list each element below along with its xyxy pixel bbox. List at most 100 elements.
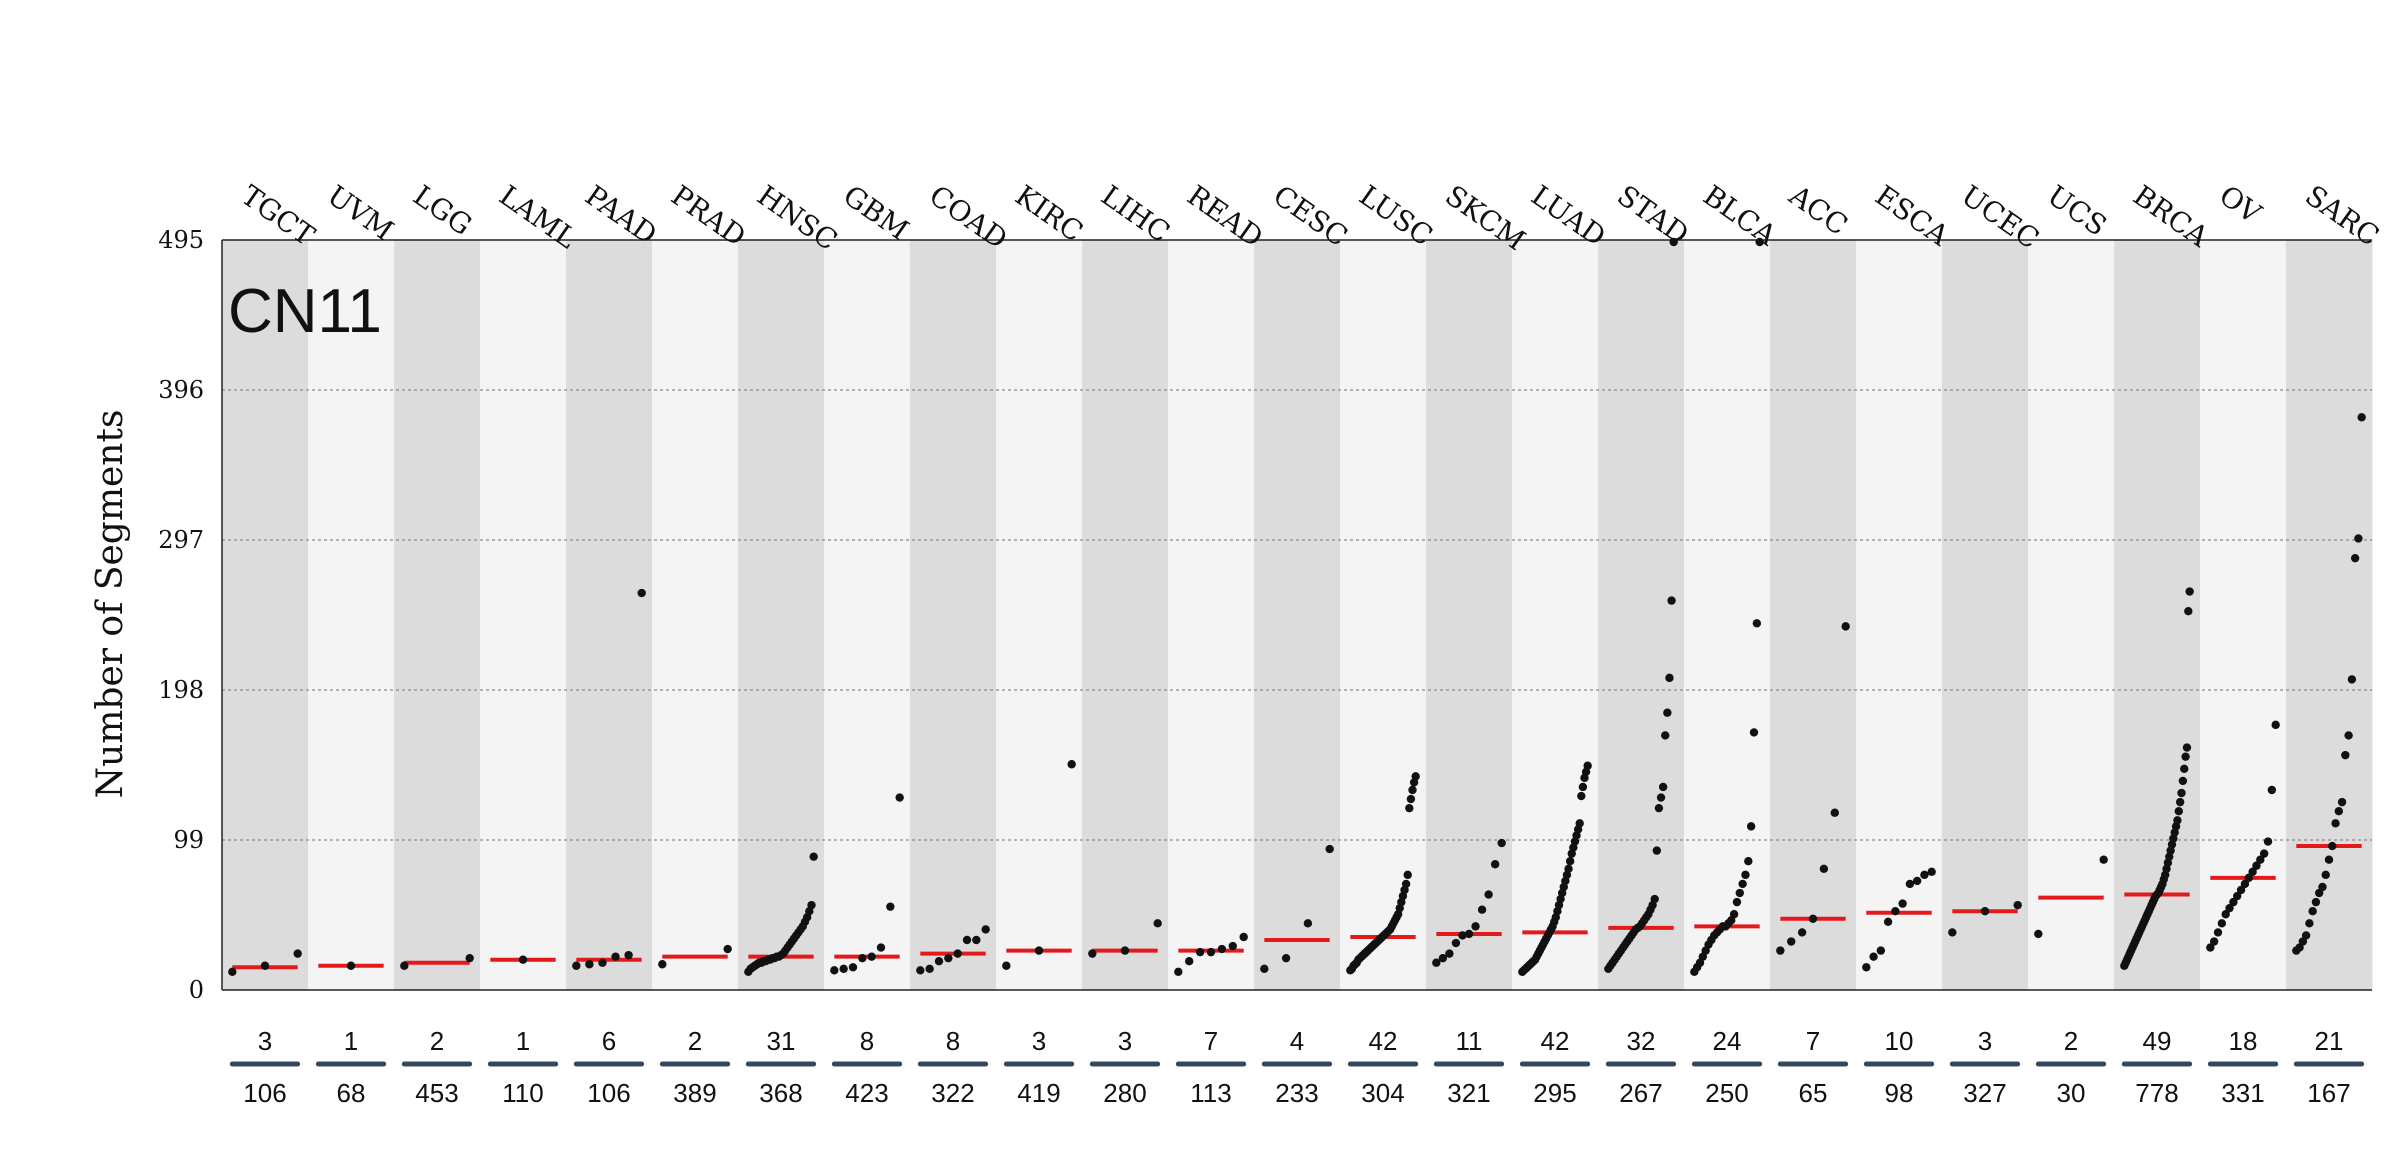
data-point-coad <box>944 953 953 963</box>
data-point-tgct <box>228 967 237 977</box>
data-point-stad <box>1665 673 1674 683</box>
denominator-laml: 110 <box>502 1078 543 1108</box>
data-point-lihc <box>1153 919 1162 928</box>
data-point-sarc <box>2350 553 2360 563</box>
numerator-ucec: 3 <box>1978 1026 1992 1056</box>
y-tick-label: 495 <box>158 226 204 254</box>
band-stad <box>1598 240 1685 990</box>
data-point-ov <box>2259 849 2269 858</box>
data-point-coad <box>972 935 981 945</box>
data-point-gbm <box>867 952 876 961</box>
data-point-acc <box>1841 622 1850 631</box>
data-point-paad <box>637 588 646 598</box>
numerator-kirc: 3 <box>1032 1026 1046 1056</box>
data-point-gbm <box>886 902 895 911</box>
data-point-skcm <box>1458 931 1467 940</box>
data-point-ov <box>2256 855 2265 864</box>
data-point-skcm <box>1445 949 1454 958</box>
numerator-hnsc: 31 <box>767 1026 796 1056</box>
data-point-sarc <box>2331 819 2340 828</box>
data-point-brca <box>2173 816 2182 825</box>
denominator-prad: 389 <box>673 1078 716 1108</box>
data-point-ov <box>2271 720 2280 730</box>
data-point-lusc <box>1401 879 1411 889</box>
data-point-sarc <box>2354 534 2363 543</box>
denominator-lgg: 453 <box>415 1078 458 1108</box>
data-point-ov <box>2233 891 2242 901</box>
denominator-stad: 267 <box>1619 1078 1662 1108</box>
data-point-stad <box>1663 708 1672 717</box>
data-point-coad <box>981 925 990 934</box>
data-point-sarc <box>2341 750 2350 760</box>
data-point-lgg <box>465 953 474 963</box>
band-laml <box>480 240 567 990</box>
data-point-stad <box>1650 894 1659 904</box>
data-point-skcm <box>1438 953 1448 963</box>
data-point-sarc <box>2347 675 2357 684</box>
data-point-read <box>1217 944 1227 954</box>
data-point-blca <box>1741 870 1750 880</box>
data-point-brca <box>2181 752 2190 761</box>
numerator-cesc: 4 <box>1290 1026 1304 1056</box>
band-lusc <box>1340 240 1427 990</box>
data-point-blca <box>1744 857 1753 866</box>
data-point-skcm <box>1471 922 1480 931</box>
denominator-blca: 250 <box>1705 1078 1748 1108</box>
numerator-luad: 42 <box>1541 1026 1570 1056</box>
data-point-brca <box>2185 587 2194 596</box>
data-point-brca <box>2174 807 2183 816</box>
data-point-acc <box>1830 808 1839 817</box>
data-point-prad <box>723 944 732 954</box>
data-point-skcm <box>1484 890 1493 899</box>
data-point-acc <box>1787 937 1796 946</box>
data-point-stad <box>1652 846 1662 855</box>
denominator-hnsc: 368 <box>759 1078 802 1108</box>
data-point-ov <box>2248 867 2257 877</box>
data-point-skcm <box>1464 929 1474 939</box>
data-point-esca <box>1905 879 1915 889</box>
data-point-ov <box>2213 928 2223 937</box>
data-point-brca <box>2178 776 2188 786</box>
data-point-sarc <box>2328 841 2337 851</box>
data-point-luad <box>1575 819 1584 828</box>
band-luad <box>1512 240 1599 990</box>
data-point-brca <box>2184 607 2193 616</box>
denominator-uvm: 68 <box>337 1078 366 1108</box>
data-point-tgct <box>260 961 270 970</box>
data-point-coad <box>953 949 962 958</box>
y-tick-label: 396 <box>158 376 204 404</box>
band-lihc <box>1082 240 1169 990</box>
data-point-paad <box>585 960 594 969</box>
data-point-brca <box>2182 743 2192 752</box>
category-bands <box>222 240 2373 990</box>
data-point-skcm <box>1432 958 1441 967</box>
data-point-read <box>1195 947 1205 957</box>
data-point-ov <box>2263 837 2273 846</box>
data-point-lgg <box>400 961 409 970</box>
data-point-ov <box>2267 785 2277 795</box>
numerator-skcm: 11 <box>1456 1026 1483 1056</box>
denominator-coad: 322 <box>931 1078 974 1108</box>
numerator-ucs: 2 <box>2064 1026 2078 1056</box>
data-point-hnsc <box>809 852 818 861</box>
data-point-esca <box>1912 876 1922 886</box>
data-point-tgct <box>293 949 302 958</box>
data-point-lihc <box>1120 946 1130 955</box>
denominator-tgct: 106 <box>243 1078 286 1108</box>
data-point-lusc <box>1406 794 1416 804</box>
band-cesc <box>1254 240 1341 990</box>
data-point-esca <box>1876 946 1886 955</box>
band-coad <box>910 240 997 990</box>
data-point-esca <box>1898 899 1907 908</box>
data-point-sarc <box>2344 731 2353 740</box>
data-point-hnsc <box>807 900 816 910</box>
category-label-lgg: LGG <box>407 179 478 242</box>
numerator-ov: 18 <box>2229 1026 2258 1056</box>
band-read <box>1168 240 1255 990</box>
data-point-coad <box>962 935 972 945</box>
band-brca <box>2114 240 2201 990</box>
data-point-lusc <box>1411 772 1420 781</box>
data-point-brca <box>2175 797 2185 807</box>
denominator-lusc: 304 <box>1361 1078 1404 1108</box>
data-point-lusc <box>1405 803 1414 813</box>
